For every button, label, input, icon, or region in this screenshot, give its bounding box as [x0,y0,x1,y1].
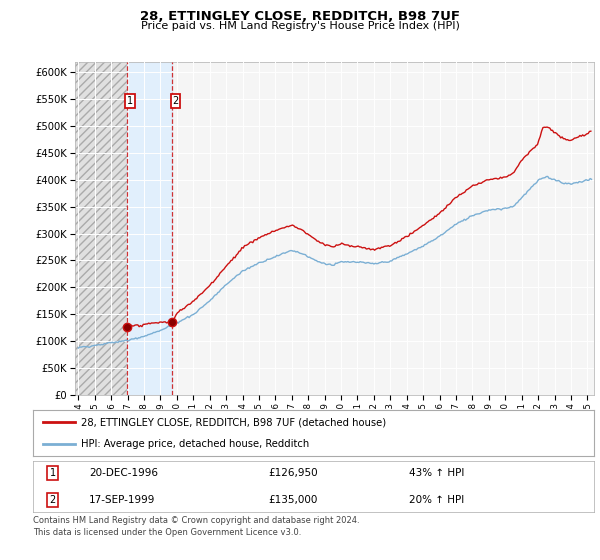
Text: 2: 2 [50,495,56,505]
Text: 1: 1 [127,96,133,106]
Text: 20-DEC-1996: 20-DEC-1996 [89,468,158,478]
Text: This data is licensed under the Open Government Licence v3.0.: This data is licensed under the Open Gov… [33,528,301,537]
Text: 28, ETTINGLEY CLOSE, REDDITCH, B98 7UF (detached house): 28, ETTINGLEY CLOSE, REDDITCH, B98 7UF (… [80,417,386,427]
Text: 17-SEP-1999: 17-SEP-1999 [89,495,155,505]
Text: £126,950: £126,950 [269,468,318,478]
Text: 43% ↑ HPI: 43% ↑ HPI [409,468,464,478]
Text: 2: 2 [172,96,179,106]
Bar [127,62,172,395]
Text: 28, ETTINGLEY CLOSE, REDDITCH, B98 7UF: 28, ETTINGLEY CLOSE, REDDITCH, B98 7UF [140,10,460,23]
Text: 20% ↑ HPI: 20% ↑ HPI [409,495,464,505]
Text: 1: 1 [50,468,56,478]
Text: £135,000: £135,000 [269,495,318,505]
Text: Contains HM Land Registry data © Crown copyright and database right 2024.: Contains HM Land Registry data © Crown c… [33,516,359,525]
Bar [75,62,127,395]
Text: HPI: Average price, detached house, Redditch: HPI: Average price, detached house, Redd… [80,439,309,449]
Text: Price paid vs. HM Land Registry's House Price Index (HPI): Price paid vs. HM Land Registry's House … [140,21,460,31]
